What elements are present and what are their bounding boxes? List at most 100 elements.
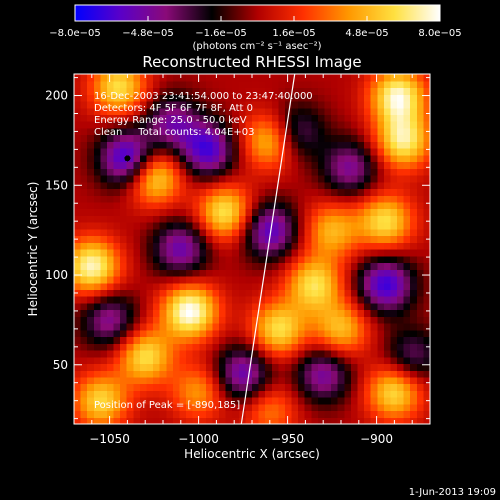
heatmap-cell [106, 87, 115, 95]
heatmap-cell [370, 235, 378, 243]
heatmap-cell [311, 349, 319, 358]
heatmap-cell [284, 249, 293, 257]
heatmap-cell [80, 403, 88, 412]
heatmap-cell [364, 349, 372, 358]
heatmap-cell [93, 376, 101, 385]
heatmap-cell [146, 87, 154, 95]
heatmap-cell [377, 168, 385, 176]
heatmap-cell [397, 397, 405, 405]
heatmap-cell [337, 403, 345, 412]
heatmap-cell [159, 154, 167, 163]
heatmap-cell [383, 134, 392, 142]
heatmap-cell [238, 316, 246, 324]
heatmap-cell [199, 235, 207, 243]
heatmap-cell [100, 417, 108, 424]
heatmap-cell [74, 174, 82, 183]
heatmap-cell [390, 363, 398, 371]
heatmap-cell [106, 309, 115, 317]
heatmap-cell [153, 302, 161, 311]
heatmap-cell [337, 114, 345, 122]
heatmap-cell [416, 302, 424, 311]
heatmap-cell [74, 222, 82, 230]
heatmap-cell [205, 269, 214, 277]
heatmap-cell [186, 390, 194, 398]
heatmap-cell [403, 417, 411, 424]
heatmap-cell [179, 87, 187, 95]
heatmap-cell [284, 80, 293, 89]
heatmap-cell [232, 316, 240, 324]
heatmap-cell [205, 249, 214, 257]
heatmap-cell [133, 390, 141, 398]
heatmap-cell [410, 289, 418, 297]
heatmap-cell [106, 289, 115, 297]
heatmap-cell [159, 302, 167, 311]
heatmap-cell [377, 174, 385, 183]
heatmap-cell [410, 390, 418, 398]
heatmap-cell [324, 201, 332, 210]
heatmap-cell [357, 121, 365, 129]
heatmap-cell [258, 296, 266, 304]
heatmap-cell [172, 410, 181, 418]
heatmap-cell [304, 235, 312, 243]
heatmap-cell [423, 222, 430, 230]
heatmap-cell [199, 323, 207, 331]
heatmap-cell [106, 363, 115, 371]
heatmap-cell [219, 201, 227, 210]
heatmap-cell [390, 376, 398, 385]
heatmap-cell [252, 127, 260, 136]
heatmap-cell [344, 228, 352, 237]
heatmap-cell [179, 228, 187, 237]
heatmap-cell [324, 215, 332, 223]
heatmap-cell [364, 100, 372, 109]
heatmap-cell [377, 363, 385, 371]
heatmap-cell [278, 296, 286, 304]
heatmap-cell [139, 222, 148, 230]
heatmap-cell [357, 168, 365, 176]
heatmap-cell [397, 201, 405, 210]
heatmap-cell [133, 323, 141, 331]
heatmap-cell [331, 410, 339, 418]
heatmap-cell [278, 201, 286, 210]
heatmap-cell [126, 376, 134, 385]
heatmap-cell [245, 94, 253, 102]
heatmap-cell [179, 195, 187, 203]
heatmap-cell [87, 228, 95, 237]
heatmap-cell [205, 376, 214, 385]
heatmap-cell [377, 410, 385, 418]
heatmap-cell [192, 417, 200, 424]
heatmap-cell [410, 134, 418, 142]
heatmap-cell [113, 127, 121, 136]
heatmap-cell [383, 403, 392, 412]
heatmap-cell [166, 269, 174, 277]
heatmap-cell [245, 242, 253, 250]
heatmap-cell [245, 114, 253, 122]
heatmap-cell [80, 296, 88, 304]
heatmap-cell [416, 208, 424, 216]
heatmap-cell [232, 376, 240, 385]
heatmap-cell [245, 417, 253, 424]
heatmap-cell [377, 154, 385, 163]
heatmap-cell [205, 114, 214, 122]
heatmap-cell [377, 181, 385, 190]
heatmap-cell [252, 255, 260, 264]
heatmap-cell [80, 242, 88, 250]
heatmap-cell [304, 107, 312, 115]
heatmap-cell [390, 397, 398, 405]
heatmap-cell [377, 417, 385, 424]
heatmap-cell [357, 316, 365, 324]
heatmap-cell [331, 188, 339, 196]
heatmap-cell [357, 349, 365, 358]
heatmap-cell [304, 289, 312, 297]
heatmap-cell [337, 228, 345, 237]
heatmap-cell [186, 370, 194, 378]
heatmap-cell [377, 296, 385, 304]
heatmap-cell [258, 349, 266, 358]
heatmap-cell [106, 188, 115, 196]
heatmap-cell [390, 329, 398, 338]
heatmap-cell [106, 201, 115, 210]
heatmap-cell [377, 289, 385, 297]
heatmap-cell [324, 370, 332, 378]
heatmap-cell [278, 208, 286, 216]
heatmap-cell [350, 349, 359, 358]
heatmap-cell [126, 100, 134, 109]
